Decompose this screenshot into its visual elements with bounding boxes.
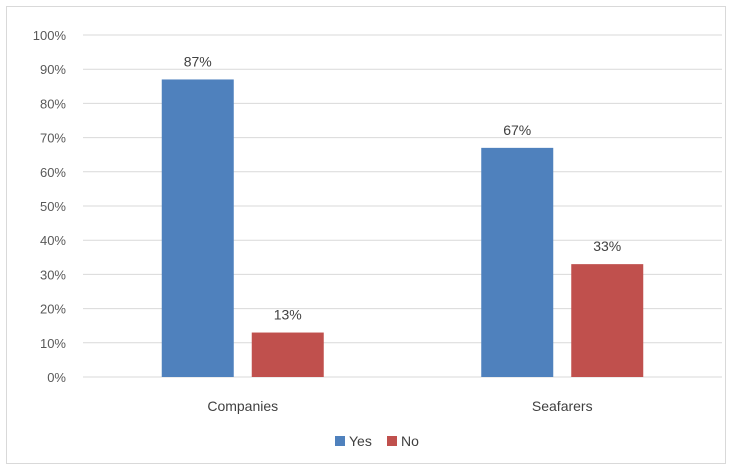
legend-swatch-no <box>387 436 397 446</box>
y-tick-label: 90% <box>40 62 66 77</box>
y-tick-label: 70% <box>40 131 66 146</box>
y-tick-label: 80% <box>40 96 66 111</box>
y-tick-label: 40% <box>40 233 66 248</box>
legend-label-yes: Yes <box>349 433 372 449</box>
legend-swatch-yes <box>335 436 345 446</box>
data-label: 33% <box>593 238 621 254</box>
category-label: Seafarers <box>532 398 593 414</box>
data-label: 87% <box>184 53 212 69</box>
x-axis-categories: Companies Seafarers <box>207 398 592 414</box>
y-tick-label: 60% <box>40 165 66 180</box>
category-label: Companies <box>207 398 278 414</box>
y-axis-ticks: 0% 10% 20% 30% 40% 50% 60% 70% 80% 90% 100% <box>33 28 67 385</box>
data-labels: 87% 13% 67% 33% <box>184 53 622 322</box>
bar-no-companies <box>251 332 324 377</box>
legend-label-no: No <box>401 433 419 449</box>
bars <box>161 79 644 378</box>
legend: Yes No <box>335 433 419 449</box>
data-label: 13% <box>274 307 302 323</box>
bar-no-seafarers <box>571 264 644 377</box>
data-label: 67% <box>503 122 531 138</box>
bar-yes-seafarers <box>481 147 554 377</box>
y-tick-label: 30% <box>40 267 66 282</box>
bar-yes-companies <box>161 79 234 378</box>
y-tick-label: 100% <box>33 28 67 43</box>
y-tick-label: 20% <box>40 302 66 317</box>
y-tick-label: 50% <box>40 199 66 214</box>
y-tick-label: 0% <box>47 370 66 385</box>
y-tick-label: 10% <box>40 336 66 351</box>
chart-frame <box>6 6 726 464</box>
